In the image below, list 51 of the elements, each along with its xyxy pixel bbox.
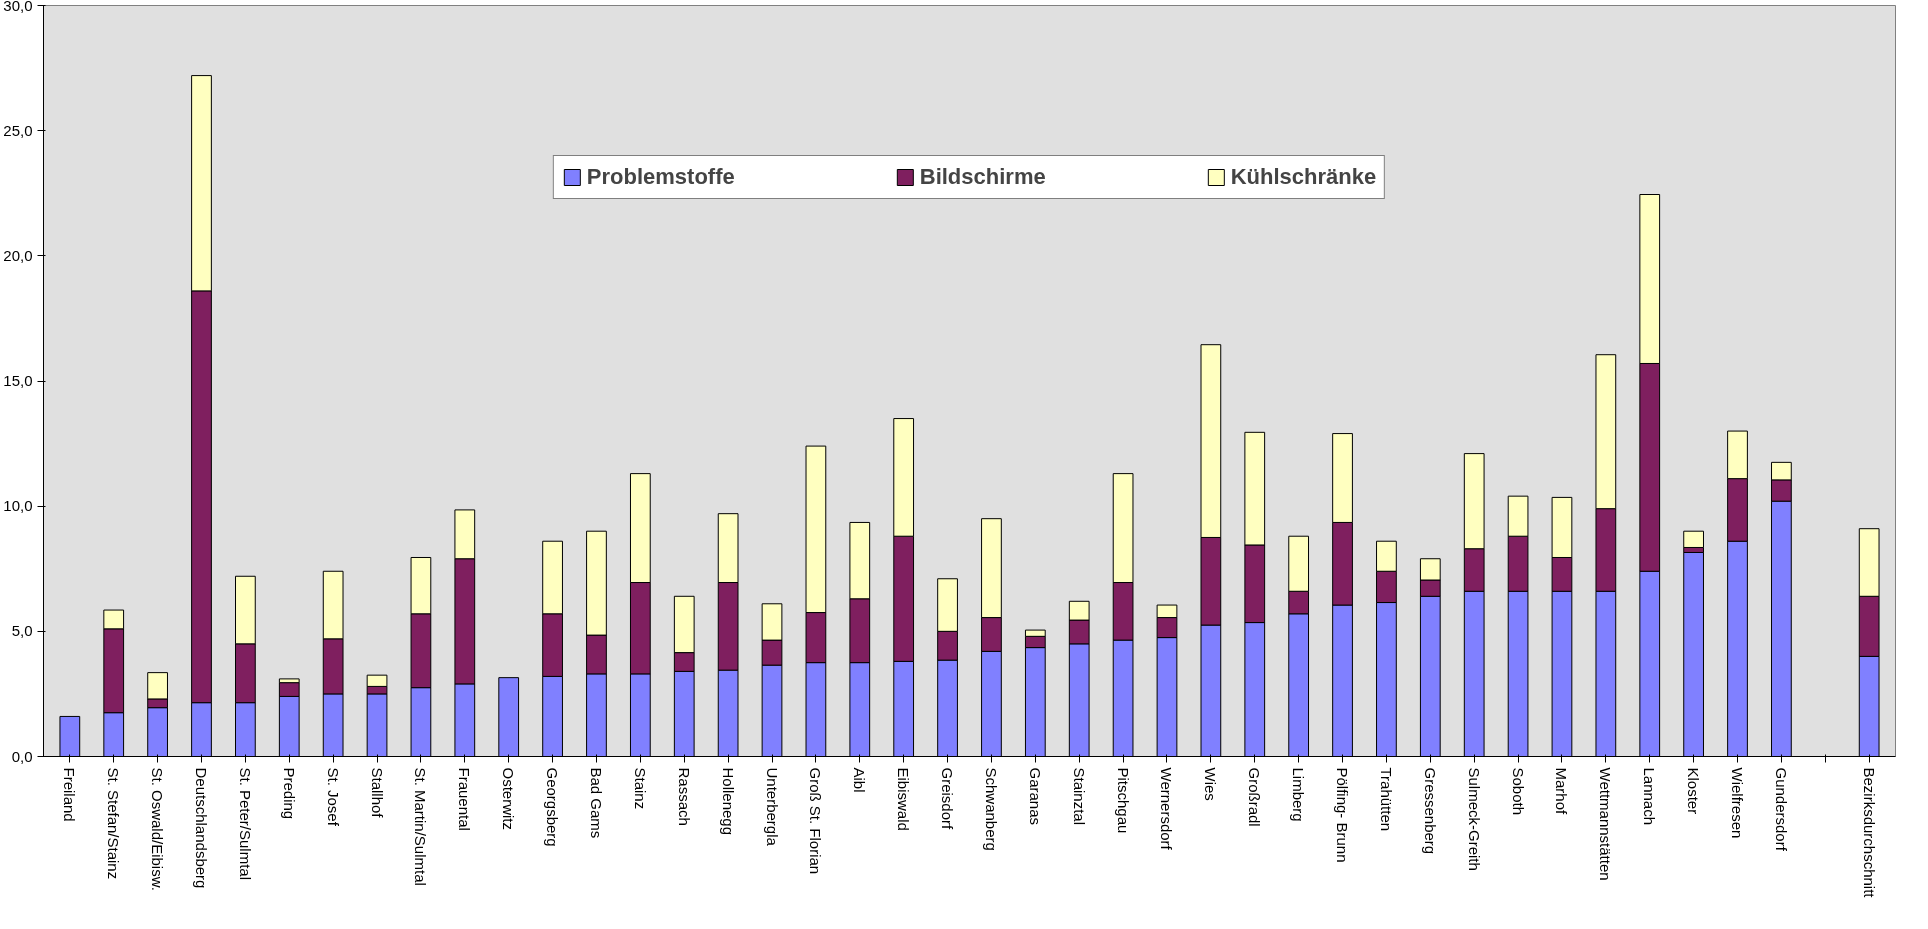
- x-tick-label: Stainz: [631, 767, 649, 810]
- x-tick-label: Frauental: [456, 767, 474, 831]
- x-tick-label: Greisdorf: [939, 767, 957, 831]
- legend-label: Bildschirme: [919, 164, 1046, 190]
- x-tick-label: Stainztal: [1070, 767, 1088, 826]
- x-tick-label: Sulmeck-Greith: [1465, 767, 1483, 871]
- x-tick-label: Georgsberg: [544, 767, 562, 847]
- x-tick-label: Trahütten: [1377, 767, 1395, 832]
- x-tick-label: St. Peter/Sulmtal: [236, 767, 254, 881]
- x-tick-label: Wettmannstätten: [1597, 767, 1615, 881]
- legend-label: Problemstoffe: [586, 164, 735, 190]
- x-tick-label: St. Martin/Sulmtal: [412, 767, 430, 886]
- x-tick-label: St. Oswald/Eibisw.: [149, 767, 167, 891]
- y-tick-label: 15,0: [3, 372, 33, 389]
- x-tick-label: St. Stefan/Stainz: [105, 767, 123, 880]
- x-tick-label: Deutschlandsberg: [192, 767, 210, 889]
- x-tick-label: St. Josef: [324, 767, 342, 827]
- x-tick-label: Soboth: [1509, 767, 1527, 816]
- x-tick-label: Kloster: [1685, 767, 1703, 815]
- y-tick-label: 20,0: [3, 246, 33, 264]
- x-tick-label: Gressenberg: [1421, 767, 1439, 855]
- x-tick-label: Gundersdorf: [1772, 767, 1790, 852]
- x-tick-label: Wernersdorf: [1158, 767, 1176, 851]
- x-tick-label: Preding: [280, 767, 298, 820]
- x-tick-label: Groß St. Florian: [807, 767, 825, 875]
- x-tick-label: Lannach: [1641, 767, 1659, 826]
- x-tick-label: Wies: [1202, 767, 1220, 801]
- x-tick-label: Aibl: [851, 767, 869, 793]
- x-tick-label: Garanas: [1026, 767, 1044, 826]
- x-tick-label: Bezirksdurchschnitt: [1860, 767, 1878, 899]
- x-tick-label: Wielfresen: [1729, 767, 1747, 839]
- y-tick-label: 10,0: [3, 497, 33, 515]
- x-tick-label: Großradl: [1246, 767, 1264, 827]
- x-tick-label: Bad Gams: [587, 767, 605, 839]
- x-tick-label: Stallhof: [368, 767, 386, 819]
- legend-label: Kühlschränke: [1230, 164, 1377, 190]
- x-tick-label: Limberg: [1290, 767, 1308, 822]
- x-tick-label: Pitschgau: [1114, 767, 1132, 834]
- y-tick-label: 0,0: [11, 747, 33, 765]
- y-tick-label: 30,0: [3, 0, 33, 14]
- x-tick-label: Unterbergla: [763, 767, 781, 847]
- x-tick-label: Osterwitz: [500, 767, 518, 831]
- x-tick-label: Freiland: [61, 767, 79, 822]
- x-tick-label: Rassach: [675, 767, 693, 826]
- x-tick-label: Hollenegg: [719, 767, 737, 836]
- x-tick-label: Schwanberg: [982, 767, 1000, 851]
- y-tick-label: 5,0: [11, 622, 33, 640]
- x-tick-label: Pölfing- Brunn: [1334, 767, 1352, 863]
- y-tick-label: 25,0: [3, 121, 33, 139]
- x-tick-label: Eibiswald: [895, 767, 913, 831]
- x-tick-label: Marhof: [1553, 767, 1571, 816]
